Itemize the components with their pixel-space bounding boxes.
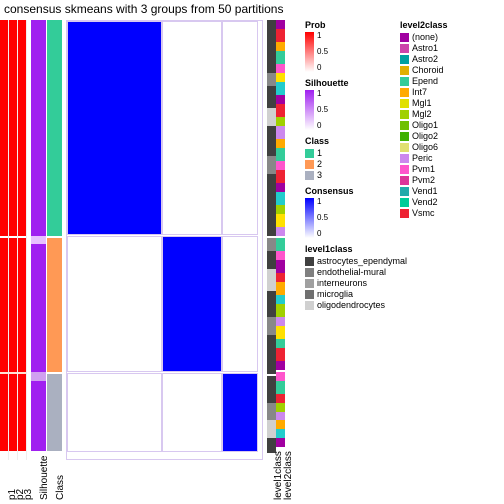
- legend-item: Astro1: [400, 43, 504, 53]
- legend-item: Vsmc: [400, 208, 504, 218]
- axis-label: p3: [23, 489, 34, 500]
- legend-item: oligodendrocytes: [305, 300, 504, 310]
- legend-item: Epend: [400, 76, 504, 86]
- legend-item: Mgl2: [400, 109, 504, 119]
- legend-item: interneurons: [305, 278, 504, 288]
- legend-item: microglia: [305, 289, 504, 299]
- x-axis-labels: p1p2p3SilhouetteClasslevel1classlevel2cl…: [0, 462, 504, 502]
- legend-item: Vend2: [400, 197, 504, 207]
- axis-label: Silhouette: [39, 456, 50, 500]
- p-column: [9, 20, 18, 460]
- legends-right: level2class(none)Astro1Astro2ChoroidEpen…: [400, 20, 504, 224]
- legend-block: level1classastrocytes_ependymalendotheli…: [305, 244, 504, 310]
- silhouette-column: [31, 20, 46, 460]
- class-column: [47, 20, 62, 460]
- p-column: [0, 20, 9, 460]
- legend-item: Astro2: [400, 54, 504, 64]
- legend-item: Peric: [400, 153, 504, 163]
- p-column: [18, 20, 27, 460]
- legend-item: Oligo2: [400, 131, 504, 141]
- legend-item: Pvm1: [400, 164, 504, 174]
- legend-item: astrocytes_ependymal: [305, 256, 504, 266]
- legend-item: Pvm2: [400, 175, 504, 185]
- legend-item: Mgl1: [400, 98, 504, 108]
- axis-label: Class: [55, 475, 66, 500]
- chart-title: consensus skmeans with 3 groups from 50 …: [4, 2, 283, 16]
- consensus-heatmap: [66, 20, 263, 460]
- legend-item: Oligo1: [400, 120, 504, 130]
- legend-item: Vend1: [400, 186, 504, 196]
- legend-item: Oligo6: [400, 142, 504, 152]
- axis-label: level2class: [283, 451, 294, 500]
- legend-item: endothelial-mural: [305, 267, 504, 277]
- legend-item: Int7: [400, 87, 504, 97]
- level1-column: [267, 20, 276, 460]
- legend-item: Choroid: [400, 65, 504, 75]
- level2-column: [276, 20, 285, 460]
- legend-block: level2class(none)Astro1Astro2ChoroidEpen…: [400, 20, 504, 218]
- legend-item: (none): [400, 32, 504, 42]
